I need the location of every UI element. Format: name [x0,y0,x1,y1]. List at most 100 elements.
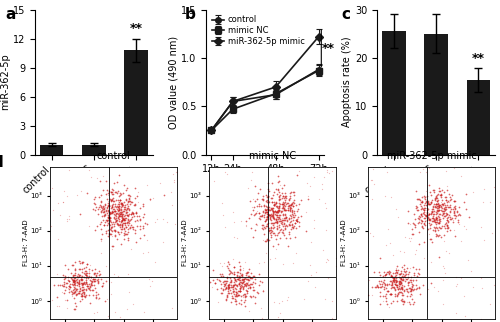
Point [116,211,124,216]
Point [286,202,294,207]
Point [274,211,282,216]
Point [380,293,388,298]
Point [244,276,252,281]
Point [104,212,112,217]
Point [66,284,74,289]
Point [434,205,442,211]
Point [258,209,266,214]
Point [248,281,256,286]
Point [104,223,112,228]
Point [280,221,287,226]
Point [71,283,79,288]
Point [323,170,331,175]
Point [416,212,424,217]
Point [86,277,94,282]
Point [269,209,277,214]
Point [75,289,83,294]
Point [449,220,457,225]
Point [132,231,140,236]
Point [432,216,440,222]
Point [424,201,432,206]
Point [115,208,123,213]
Point [90,287,98,292]
Point [265,198,273,204]
Point [98,232,106,237]
Point [278,221,286,226]
Point [420,212,428,217]
Point [420,218,428,223]
Point [420,205,428,211]
X-axis label: hours: hours [251,180,278,190]
Point [262,207,270,213]
Point [68,263,76,268]
Point [90,278,98,283]
Point [268,196,276,201]
Point [419,167,427,172]
Point [398,297,406,302]
Point [108,222,116,227]
Point [136,226,143,232]
Point [120,220,128,225]
Point [428,221,436,226]
Point [416,215,424,220]
Point [74,278,82,283]
Point [71,286,79,291]
Point [107,231,115,236]
Point [432,204,440,210]
Point [406,293,414,298]
Point [388,282,396,287]
Point [282,222,290,227]
Title: mimic NC: mimic NC [249,151,296,161]
Point [69,277,77,282]
Point [122,206,130,212]
Point [434,207,442,212]
Point [270,202,278,207]
Point [434,219,442,224]
Point [83,273,91,278]
Point [82,269,90,274]
Point [368,284,376,289]
Point [274,220,281,225]
Point [266,212,274,217]
Point [404,271,412,276]
Point [232,293,240,298]
Point [124,192,132,197]
Point [224,266,232,271]
Point [169,171,177,176]
Point [390,284,398,289]
Point [440,207,448,212]
Point [444,219,452,224]
Point [64,213,72,218]
Point [412,286,420,291]
Point [287,213,295,218]
Point [286,193,294,198]
Point [266,256,274,261]
Point [398,273,406,279]
Point [95,269,103,274]
Point [260,193,268,198]
Point [400,262,407,268]
Point [124,231,132,236]
Point [290,197,298,203]
Point [242,298,250,303]
Point [225,261,233,267]
Point [396,280,404,286]
Point [260,238,268,243]
Point [90,277,98,282]
Point [404,289,411,294]
Point [226,279,234,284]
Point [380,279,388,285]
Point [490,184,498,189]
Point [118,202,126,207]
Point [244,273,252,278]
Point [230,290,237,295]
Point [236,289,244,294]
Point [422,213,430,219]
Point [259,227,267,232]
Point [89,276,97,281]
Point [230,279,238,285]
Point [86,284,94,289]
Point [223,276,231,281]
Point [123,306,131,311]
Point [250,287,258,292]
